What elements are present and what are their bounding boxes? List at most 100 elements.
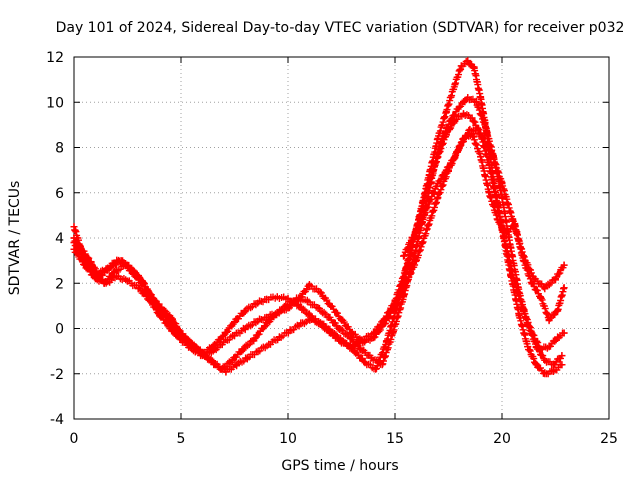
data-point <box>297 320 305 328</box>
data-point <box>402 266 410 274</box>
data-point <box>423 225 431 233</box>
data-point <box>145 295 153 303</box>
data-point <box>549 361 557 369</box>
data-point <box>286 327 294 335</box>
data-point <box>554 334 562 342</box>
data-point <box>305 282 313 290</box>
x-tick-labels: 0 5 10 15 20 25 <box>70 431 618 447</box>
data-point <box>372 365 380 373</box>
data-point <box>303 297 311 305</box>
data-point <box>252 318 260 326</box>
data-point <box>295 295 303 303</box>
data-point <box>498 180 506 188</box>
data-point <box>335 325 343 332</box>
data-point <box>134 272 142 280</box>
data-point <box>228 356 236 364</box>
data-point <box>188 345 196 353</box>
data-point <box>502 243 510 251</box>
data-point <box>477 130 485 138</box>
data-point <box>239 345 247 353</box>
data-point <box>537 293 545 301</box>
data-point <box>327 302 335 310</box>
data-point <box>455 103 463 111</box>
data-point <box>263 295 271 303</box>
data-point <box>400 252 408 260</box>
data-point <box>273 309 281 317</box>
data-point <box>442 166 450 174</box>
data-point <box>284 295 292 303</box>
data-point <box>470 64 478 72</box>
data-point <box>560 284 568 292</box>
data-point <box>511 279 519 287</box>
data-point <box>509 216 517 224</box>
data-point <box>102 266 110 274</box>
data-point <box>348 329 356 337</box>
data-point <box>102 279 110 287</box>
data-point <box>124 261 131 269</box>
data-point <box>560 329 568 337</box>
grid <box>74 57 609 419</box>
data-point <box>275 334 283 342</box>
y-tick-label: 2 <box>55 276 64 292</box>
x-tick-label: 20 <box>493 431 511 447</box>
data-point <box>389 329 397 337</box>
data-point <box>558 361 566 369</box>
data-point <box>70 239 78 247</box>
data-point <box>273 293 281 301</box>
data-point <box>156 311 164 319</box>
data-point <box>554 306 562 314</box>
data-point <box>111 268 119 276</box>
y-tick-labels: -4 -2 0 2 4 6 8 10 12 <box>46 50 64 428</box>
x-tick-label: 15 <box>386 431 404 447</box>
data-point <box>370 334 378 342</box>
data-point <box>457 62 465 70</box>
data-point <box>477 153 485 161</box>
data-point <box>537 345 545 353</box>
data-point <box>338 338 345 346</box>
data-point <box>81 261 89 269</box>
data-point <box>524 343 532 351</box>
data-point <box>243 354 251 362</box>
data-point <box>325 313 333 321</box>
data-point <box>70 245 78 253</box>
data-point <box>260 322 268 330</box>
data-point <box>511 220 519 228</box>
data-point <box>549 367 557 375</box>
data-point <box>314 304 322 312</box>
data-point <box>434 153 442 161</box>
data-point <box>434 180 442 188</box>
data-point <box>466 125 474 133</box>
data-point <box>252 300 260 308</box>
y-tick-label: 4 <box>55 231 64 247</box>
data-point <box>519 306 527 314</box>
data-point <box>209 347 217 355</box>
x-tick-label: 5 <box>177 431 186 447</box>
data-point <box>528 279 536 287</box>
data-point <box>305 311 313 319</box>
data-point <box>464 58 472 66</box>
data-point <box>487 148 495 156</box>
y-tick-label: 12 <box>46 50 64 66</box>
data-point <box>348 343 356 351</box>
data-point <box>198 352 206 360</box>
data-point <box>485 162 493 170</box>
data-point <box>485 189 493 197</box>
data-point <box>442 107 450 115</box>
data-marks <box>70 57 568 378</box>
data-point <box>380 320 388 328</box>
data-point <box>316 288 324 296</box>
y-tick-label: 0 <box>55 322 64 338</box>
data-point <box>423 184 431 192</box>
data-point <box>70 223 78 231</box>
data-point <box>316 320 324 328</box>
data-point <box>408 234 416 242</box>
data-point <box>468 114 476 122</box>
data-point <box>254 347 262 355</box>
marker-trail <box>70 94 566 373</box>
chart-title: Day 101 of 2024, Sidereal Day-to-day VTE… <box>56 20 625 36</box>
data-point <box>434 193 442 201</box>
data-point <box>451 80 459 88</box>
y-tick-label: -2 <box>50 367 64 383</box>
data-point <box>464 94 472 102</box>
data-point <box>545 343 553 351</box>
